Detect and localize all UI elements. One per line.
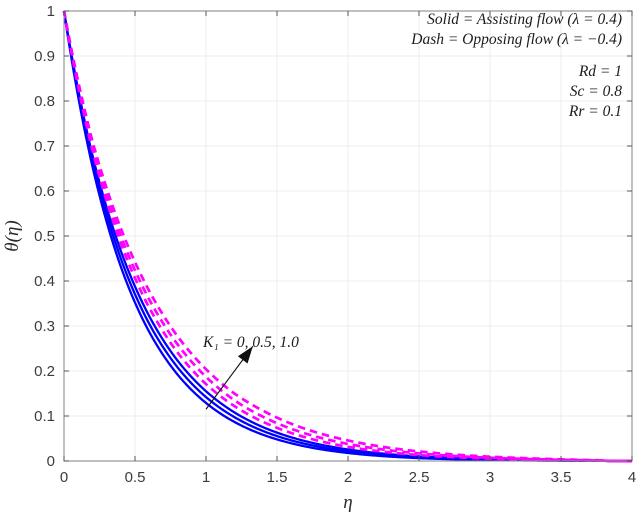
x-tick-label: 1.5 — [267, 469, 288, 486]
y-tick-label: 0.1 — [34, 408, 55, 425]
x-tick-label: 2 — [344, 469, 352, 486]
y-tick-label: 1 — [47, 3, 55, 20]
y-tick-label: 0 — [47, 453, 55, 470]
parameter-line-1: Rd = 1 — [578, 63, 622, 80]
x-tick-label: 3 — [486, 469, 494, 486]
x-tick-label: 2.5 — [409, 469, 430, 486]
x-tick-label: 3.5 — [551, 469, 572, 486]
annotations: Solid = Assisting flow (λ = 0.4) Dash = O… — [202, 11, 622, 410]
y-tick-label: 0.4 — [34, 273, 55, 290]
x-axis-label: η — [343, 492, 352, 513]
y-tick-label: 0.7 — [34, 138, 55, 155]
y-tick-label: 0.5 — [34, 228, 55, 245]
y-tick-label: 0.3 — [34, 318, 55, 335]
x-tick-label: 0.5 — [125, 469, 146, 486]
axes-frame — [63, 10, 633, 462]
y-tick-label: 0.9 — [34, 48, 55, 65]
tick-labels: 0 0.5 1 1.5 2 2.5 3 3.5 4 0 0.1 0.2 0.3 0.4 0.5 0.6 0.7 0… — [2, 3, 636, 513]
legend-line-1: Solid = Assisting flow (λ = 0.4) — [427, 11, 622, 28]
legend-line-2: Dash = Opposing flow (λ = −0.4) — [410, 31, 622, 48]
x-tick-label: 1 — [202, 469, 210, 486]
parameter-line-3: Rr = 0.1 — [568, 103, 622, 120]
y-tick-label: 0.2 — [34, 363, 55, 380]
x-tick-label: 0 — [60, 469, 68, 486]
y-tick-label: 0.8 — [34, 93, 55, 110]
curve-opposing-flow — [62, 10, 632, 463]
x-tick-label: 4 — [628, 469, 636, 486]
trend-arrow-head — [237, 346, 253, 364]
y-axis-label: θ(η) — [2, 220, 23, 251]
curve-group-label: K₁ = 0, 0.5, 1.0 — [202, 334, 299, 351]
data-curves — [62, 10, 632, 463]
parameter-line-2: Sc = 0.8 — [570, 83, 622, 100]
y-tick-label: 0.6 — [34, 183, 55, 200]
